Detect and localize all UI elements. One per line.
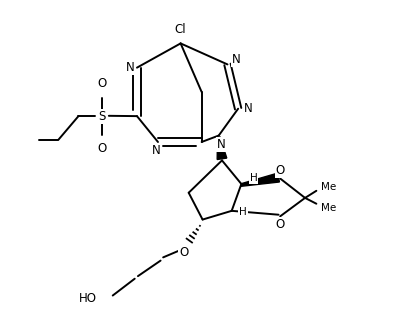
Text: H: H: [250, 173, 258, 183]
Text: O: O: [179, 246, 188, 259]
Text: Me: Me: [321, 202, 336, 213]
Text: H: H: [239, 207, 247, 217]
Text: O: O: [276, 164, 285, 177]
Text: N: N: [126, 61, 134, 74]
Text: Cl: Cl: [175, 23, 186, 36]
Text: N: N: [244, 102, 252, 114]
Text: N: N: [152, 144, 161, 157]
Text: Me: Me: [321, 182, 336, 192]
Text: S: S: [99, 110, 106, 123]
Text: O: O: [98, 77, 107, 90]
Text: N: N: [232, 53, 241, 67]
Text: N: N: [217, 138, 226, 151]
Polygon shape: [241, 173, 280, 186]
Text: O: O: [98, 142, 107, 155]
Text: HO: HO: [78, 291, 96, 304]
Text: O: O: [276, 218, 285, 231]
Polygon shape: [217, 137, 227, 159]
